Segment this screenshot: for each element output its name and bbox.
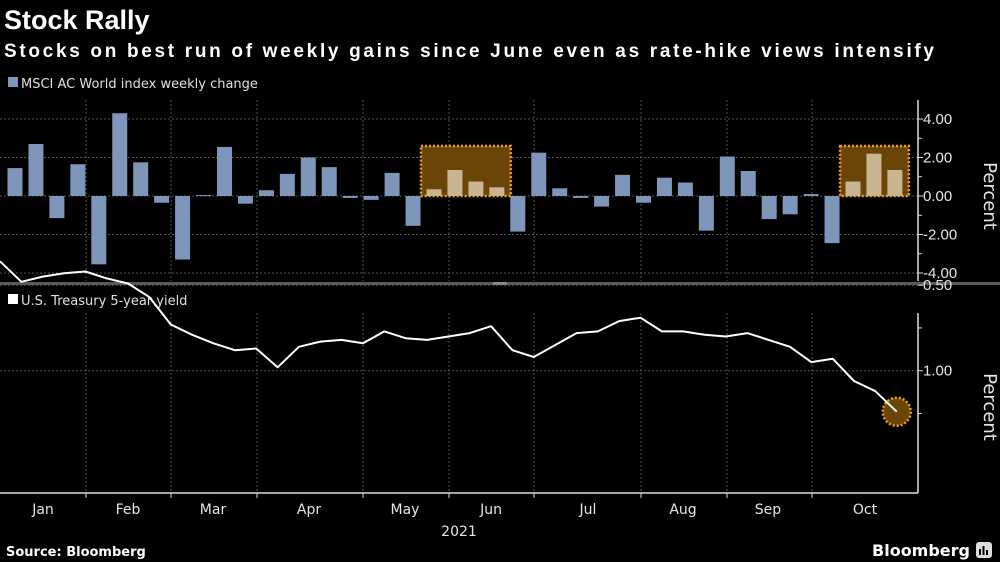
chart-title: Stock Rally (4, 5, 150, 35)
bar (217, 146, 232, 196)
bar (49, 196, 65, 219)
x-axis-year: 2021 (441, 524, 477, 540)
bar (761, 196, 777, 220)
bar (133, 162, 149, 196)
bar (112, 113, 128, 196)
bar (552, 188, 568, 196)
x-tick-label-sep: Sep (755, 502, 782, 518)
x-tick-label-jun: Jun (479, 502, 502, 518)
y-tick-label: 1.00 (923, 363, 952, 380)
bar (573, 196, 589, 198)
bottom-y-axis: 1.00 0.50 (917, 277, 952, 493)
y-tick-label: -4.00 (923, 265, 957, 282)
x-tick-label-feb: Feb (116, 502, 141, 518)
bar (196, 195, 212, 197)
bar (70, 164, 86, 196)
bar (468, 181, 484, 196)
bar (237, 196, 253, 204)
bar (740, 170, 756, 196)
legend-swatch-msci (8, 77, 18, 87)
bar (363, 196, 379, 200)
bar (594, 196, 610, 207)
bar (719, 156, 735, 196)
bar (824, 196, 840, 244)
bar (887, 170, 903, 196)
x-tick-label-mar: Mar (200, 502, 227, 518)
bar (677, 182, 693, 196)
y-tick-label: 0.50 (923, 277, 952, 294)
bar (698, 196, 714, 231)
bottom-panel-grid (0, 284, 918, 493)
bar (615, 174, 631, 196)
bar (447, 170, 463, 196)
legend-msci: MSCI AC World index weekly change (21, 77, 258, 92)
chart-subtitle: Stocks on best run of weekly gains since… (4, 41, 934, 62)
bar (845, 181, 861, 196)
bar (782, 196, 798, 215)
bar (489, 187, 505, 196)
bar (510, 196, 526, 232)
top-y-axis-label: Percent (979, 162, 1000, 230)
bar (154, 196, 170, 203)
bloomberg-terminal-icon (976, 542, 992, 558)
x-tick-label-apr: Apr (297, 502, 321, 518)
bar (656, 177, 672, 196)
y-tick-label: 4.00 (923, 111, 952, 128)
bar (426, 189, 442, 196)
legend-yield: U.S. Treasury 5-year yield (21, 294, 187, 309)
top-bars (7, 113, 903, 265)
x-tick-label-jul: Jul (579, 502, 597, 518)
bar (7, 168, 23, 196)
x-axis: Jan Feb Mar Apr May Jun Jul Aug Sep Oct (0, 492, 918, 518)
bar (531, 152, 547, 196)
bar (258, 190, 274, 196)
bar (279, 173, 295, 196)
bottom-line (0, 260, 912, 427)
x-tick-label-may: May (391, 502, 420, 518)
bar (28, 144, 44, 196)
bar (91, 196, 107, 265)
bar (636, 196, 651, 203)
source-note: Source: Bloomberg (6, 545, 146, 560)
bar (321, 167, 337, 196)
y-tick-label: 2.00 (923, 150, 952, 167)
bar (803, 194, 819, 196)
bar (405, 196, 421, 226)
y-tick-label: 0.00 (923, 188, 952, 205)
bar (300, 157, 316, 196)
x-tick-label-oct: Oct (853, 502, 878, 518)
y-tick-label: -2.00 (923, 227, 957, 244)
bar (342, 196, 358, 198)
x-tick-label-aug: Aug (669, 502, 696, 518)
bar (175, 196, 191, 260)
x-tick-label-jan: Jan (31, 502, 54, 518)
bar (384, 172, 400, 196)
bloomberg-logo: Bloomberg (872, 541, 970, 560)
legend-swatch-yield (8, 294, 18, 304)
bottom-y-axis-label: Percent (979, 373, 1000, 441)
panel-divider-handle[interactable] (493, 282, 507, 285)
bar (866, 153, 882, 196)
top-y-axis: 4.00 2.00 0.00 -2.00 -4.00 (917, 100, 957, 282)
